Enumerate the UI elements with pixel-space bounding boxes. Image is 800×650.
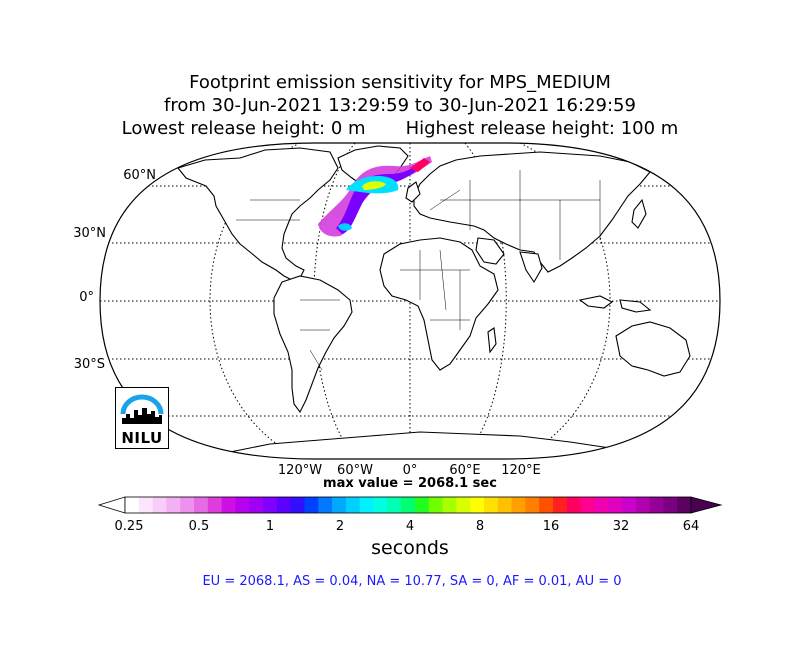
colorbar-segment <box>152 497 167 513</box>
border-sa <box>300 299 340 371</box>
colorbar-segment <box>401 497 416 513</box>
title-line-1: Footprint emission sensitivity for MPS_M… <box>189 72 611 93</box>
title-line-3: Lowest release height: 0 m Highest relea… <box>121 118 679 139</box>
colorbar-extend-high <box>690 496 723 514</box>
colorbar-segment <box>194 497 209 513</box>
colorbar-tick: 4 <box>405 519 415 534</box>
lat-label-30s: 30°S <box>73 357 105 372</box>
lat-label-30n: 30°N <box>73 226 106 241</box>
lon-label-60e: 60°E <box>449 463 481 478</box>
border-africa <box>400 249 470 330</box>
colorbar-segment <box>318 497 333 513</box>
japan <box>631 198 647 229</box>
colorbar-segment <box>649 497 664 513</box>
colorbar-tick: 64 <box>682 519 700 534</box>
plume-east-edge <box>410 158 430 172</box>
north-america <box>177 147 339 281</box>
colorbar-segment <box>166 497 181 513</box>
colorbar-segment <box>276 497 292 513</box>
lon-label-120w: 120°W <box>277 463 323 478</box>
colorbar-segment <box>677 497 692 513</box>
colorbar-segment <box>663 497 678 513</box>
lon-label-0: 0° <box>402 463 418 478</box>
colorbar-segment <box>290 497 305 513</box>
colorbar-segment <box>345 497 361 513</box>
lon-label-60w: 60°W <box>337 463 373 478</box>
colorbar-tick: 32 <box>612 519 630 534</box>
logo-skyline <box>122 408 162 424</box>
lon-label-120e: 120°E <box>501 463 541 478</box>
colorbar-tick: 16 <box>542 519 560 534</box>
colorbar-segment <box>332 497 347 513</box>
indonesia <box>578 295 652 313</box>
colorbar-segment <box>125 497 140 513</box>
colorbar-frame <box>124 496 692 514</box>
arabia-india <box>475 237 543 284</box>
colorbar-segment <box>235 497 250 513</box>
title-line-2: from 30-Jun-2021 13:29:59 to 30-Jun-2021… <box>164 95 636 116</box>
nilu-logo-graphic <box>120 394 164 424</box>
colorbar-segment <box>608 497 623 513</box>
border-eurasia <box>429 170 601 260</box>
colorbar-segment <box>594 497 609 513</box>
south-america <box>273 275 353 414</box>
colorbar-segment <box>456 497 471 513</box>
colorbar-segment <box>359 497 374 513</box>
colorbar-label: seconds <box>371 537 449 559</box>
colorbar-segment <box>207 497 223 513</box>
colorbar-segment <box>387 497 402 513</box>
lat-label-60n: 60°N <box>123 168 156 183</box>
eurasia <box>413 151 651 273</box>
colorbar-segment <box>497 497 512 513</box>
colorbar-segment <box>180 497 195 513</box>
colorbar-segment <box>428 497 443 513</box>
new-zealand <box>695 376 709 403</box>
colorbar-segment <box>552 497 568 513</box>
coastlines <box>177 145 709 459</box>
colorbar-segment <box>442 497 457 513</box>
colorbar-segment <box>525 497 540 513</box>
map-boundary <box>99 142 721 460</box>
colorbar-segment <box>511 497 526 513</box>
colorbar-tick: 8 <box>475 519 485 534</box>
colorbar <box>97 496 723 514</box>
footprint-plume <box>318 156 432 237</box>
colorbar-segment <box>249 497 264 513</box>
colorbar-extend-low <box>97 496 126 514</box>
colorbar-segment <box>580 497 595 513</box>
colorbar-tick: 0.5 <box>188 519 210 534</box>
colorbar-segment <box>221 497 236 513</box>
colorbar-segment <box>566 497 581 513</box>
colorbar-segment <box>470 497 485 513</box>
colorbar-tick: 1 <box>265 519 275 534</box>
colorbar-segment <box>304 497 319 513</box>
region-statistics: EU = 2068.1, AS = 0.04, NA = 10.77, SA =… <box>202 574 622 589</box>
plume-max <box>362 181 386 190</box>
colorbar-segment <box>138 497 153 513</box>
logo-arc <box>120 394 164 415</box>
colorbar-segment <box>621 497 637 513</box>
world-map <box>99 142 721 460</box>
colorbar-segment <box>414 497 430 513</box>
british-isles <box>405 181 421 203</box>
nilu-logo: NILU <box>115 387 169 449</box>
africa <box>379 237 499 371</box>
country-borders <box>236 170 601 371</box>
max-value-label: max value = 2068.1 sec <box>323 476 497 491</box>
colorbar-segment <box>635 497 650 513</box>
colorbar-segment <box>539 497 554 513</box>
logo-text: NILU <box>121 429 163 447</box>
plume-south-core <box>338 223 352 231</box>
australia <box>615 321 691 377</box>
colorbar-segment <box>483 497 499 513</box>
lat-label-0: 0° <box>79 290 94 305</box>
border-na <box>236 199 300 221</box>
antarctica <box>229 431 641 459</box>
colorbar-segment <box>263 497 278 513</box>
colorbar-tick: 0.25 <box>114 519 144 534</box>
madagascar <box>487 327 497 354</box>
colorbar-segment <box>373 497 388 513</box>
colorbar-tick: 2 <box>335 519 345 534</box>
